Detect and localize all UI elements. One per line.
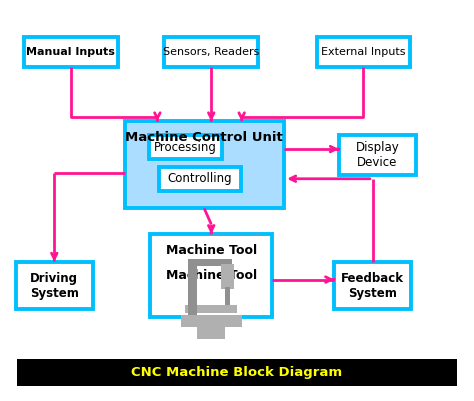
Text: Machine Tool: Machine Tool [166, 269, 257, 282]
FancyBboxPatch shape [317, 37, 410, 67]
FancyBboxPatch shape [185, 304, 237, 313]
Text: Sensors, Readers: Sensors, Readers [163, 47, 259, 57]
Text: CNC Machine Block Diagram: CNC Machine Block Diagram [131, 366, 343, 379]
Text: Display
Device: Display Device [356, 141, 400, 169]
FancyBboxPatch shape [334, 262, 411, 309]
FancyBboxPatch shape [188, 264, 197, 315]
FancyBboxPatch shape [24, 37, 118, 67]
FancyBboxPatch shape [181, 315, 242, 327]
Text: Driving
System: Driving System [30, 271, 79, 300]
FancyBboxPatch shape [158, 167, 240, 190]
FancyBboxPatch shape [125, 122, 284, 209]
FancyBboxPatch shape [164, 37, 258, 67]
Text: Machine Tool: Machine Tool [166, 244, 257, 257]
FancyBboxPatch shape [149, 135, 222, 159]
FancyBboxPatch shape [225, 287, 230, 304]
Text: External Inputs: External Inputs [321, 47, 406, 57]
Text: Manual Inputs: Manual Inputs [26, 47, 115, 57]
FancyBboxPatch shape [16, 262, 93, 309]
FancyBboxPatch shape [17, 358, 457, 386]
FancyBboxPatch shape [197, 325, 225, 339]
FancyBboxPatch shape [188, 259, 232, 266]
Text: Machine Control Unit: Machine Control Unit [125, 131, 283, 144]
Text: Processing: Processing [154, 141, 217, 154]
FancyBboxPatch shape [220, 264, 234, 290]
Text: www.flodea.com: www.flodea.com [211, 232, 263, 237]
FancyBboxPatch shape [150, 234, 272, 317]
FancyBboxPatch shape [339, 135, 416, 175]
Text: Feedback
System: Feedback System [341, 271, 404, 300]
Text: Controlling: Controlling [167, 172, 232, 185]
